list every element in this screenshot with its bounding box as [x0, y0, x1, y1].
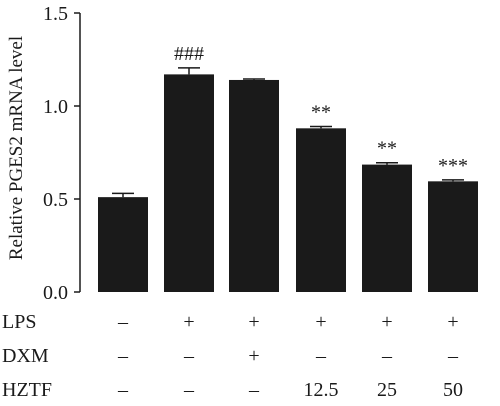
condition-cell: –: [315, 345, 327, 367]
significance-labels: ###*******: [174, 43, 468, 177]
y-tick-label: 0.0: [43, 282, 68, 304]
bars-group: [98, 74, 478, 293]
condition-cell: –: [447, 345, 459, 367]
significance-label: ***: [438, 155, 468, 177]
condition-row-label: HZTF: [2, 379, 52, 401]
error-bars-group: [112, 67, 464, 198]
condition-cell: –: [183, 379, 195, 401]
condition-cell: –: [117, 311, 129, 333]
bar: [362, 164, 412, 292]
bar: [229, 79, 279, 293]
y-axis-label: Relative PGES2 mRNA level: [6, 36, 27, 260]
condition-cell: +: [381, 311, 392, 333]
y-tick-label: 1.0: [43, 96, 68, 118]
y-axis-ticks: 0.0 0.5 1.0 1.5: [43, 3, 80, 304]
condition-row-label: LPS: [2, 311, 36, 333]
significance-label: **: [311, 101, 331, 123]
condition-cell: +: [248, 311, 259, 333]
bar: [428, 181, 478, 292]
condition-cell: –: [381, 345, 393, 367]
bar: [98, 197, 148, 292]
condition-row-label: DXM: [2, 345, 49, 367]
condition-cell: 25: [377, 379, 397, 401]
condition-table: LPS – + + + + + DXM – – + – – – HZTF – – – 12.5 25 50: [2, 311, 463, 401]
condition-cell: –: [117, 345, 129, 367]
significance-label: ###: [174, 43, 204, 65]
condition-cell: 50: [443, 379, 463, 401]
bar: [296, 128, 346, 292]
condition-cell: –: [117, 379, 129, 401]
condition-cell: +: [183, 311, 194, 333]
condition-cell: –: [183, 345, 195, 367]
condition-cell: +: [315, 311, 326, 333]
y-tick-label: 1.5: [43, 3, 68, 25]
y-tick-label: 0.5: [43, 189, 68, 211]
condition-cell: +: [447, 311, 458, 333]
condition-cell: +: [248, 345, 259, 367]
condition-cell: 12.5: [304, 379, 339, 401]
bar: [164, 74, 214, 292]
condition-cell: –: [248, 379, 260, 401]
significance-label: **: [377, 138, 397, 160]
